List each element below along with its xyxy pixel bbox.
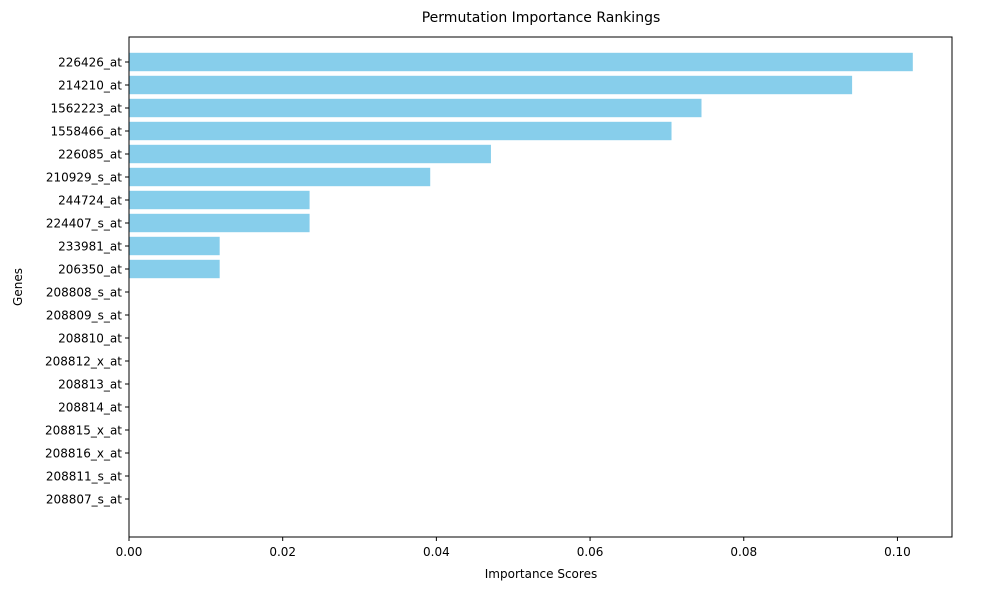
y-tick-label: 206350_at [58,263,122,277]
y-tick-label: 208811_s_at [46,470,122,484]
y-tick-label: 1562223_at [50,102,122,116]
chart-title: Permutation Importance Rankings [422,10,661,26]
y-tick-label: 233981_at [58,240,122,254]
x-tick-label: 0.04 [423,545,450,559]
y-tick-label: 226426_at [58,56,122,70]
bar [129,52,913,72]
bar [129,98,702,118]
y-tick-label: 208808_s_at [46,286,122,300]
bar [129,236,220,256]
y-tick-label: 214210_at [58,79,122,93]
bar [129,213,310,233]
y-tick-label: 208810_at [58,332,122,346]
bar [129,75,853,95]
plot-frame [128,36,953,538]
y-tick-label: 226085_at [58,148,122,162]
x-tick-label: 0.02 [269,545,296,559]
y-tick-label: 208807_s_at [46,493,122,507]
x-tick-label: 0.08 [730,545,757,559]
y-tick-label: 244724_at [58,194,122,208]
bar [129,259,220,279]
x-tick-label: 0.10 [884,545,911,559]
y-tick-label: 208814_at [58,401,122,415]
bar [129,144,491,164]
y-axis-ticks: 226426_at 214210_at 1562223_at 1558466_at 22… [45,56,129,507]
x-tick-label: 0.00 [116,545,143,559]
y-tick-label: 224407_s_at [46,217,122,231]
y-tick-label: 208812_x_at [45,355,122,369]
bar [129,190,310,210]
y-axis-label: Genes [11,268,25,306]
bar [129,121,672,141]
bar [129,167,431,187]
y-tick-label: 208813_at [58,378,122,392]
y-tick-label: 210929_s_at [46,171,122,185]
y-tick-label: 208815_x_at [45,424,122,438]
y-tick-label: 1558466_at [50,125,122,139]
x-tick-label: 0.06 [577,545,604,559]
y-tick-label: 208816_x_at [45,447,122,461]
bars-group [129,52,913,279]
x-axis-ticks: 0.00 0.02 0.04 0.06 0.08 0.10 [116,537,911,559]
y-tick-label: 208809_s_at [46,309,122,323]
x-axis-label: Importance Scores [485,567,597,581]
